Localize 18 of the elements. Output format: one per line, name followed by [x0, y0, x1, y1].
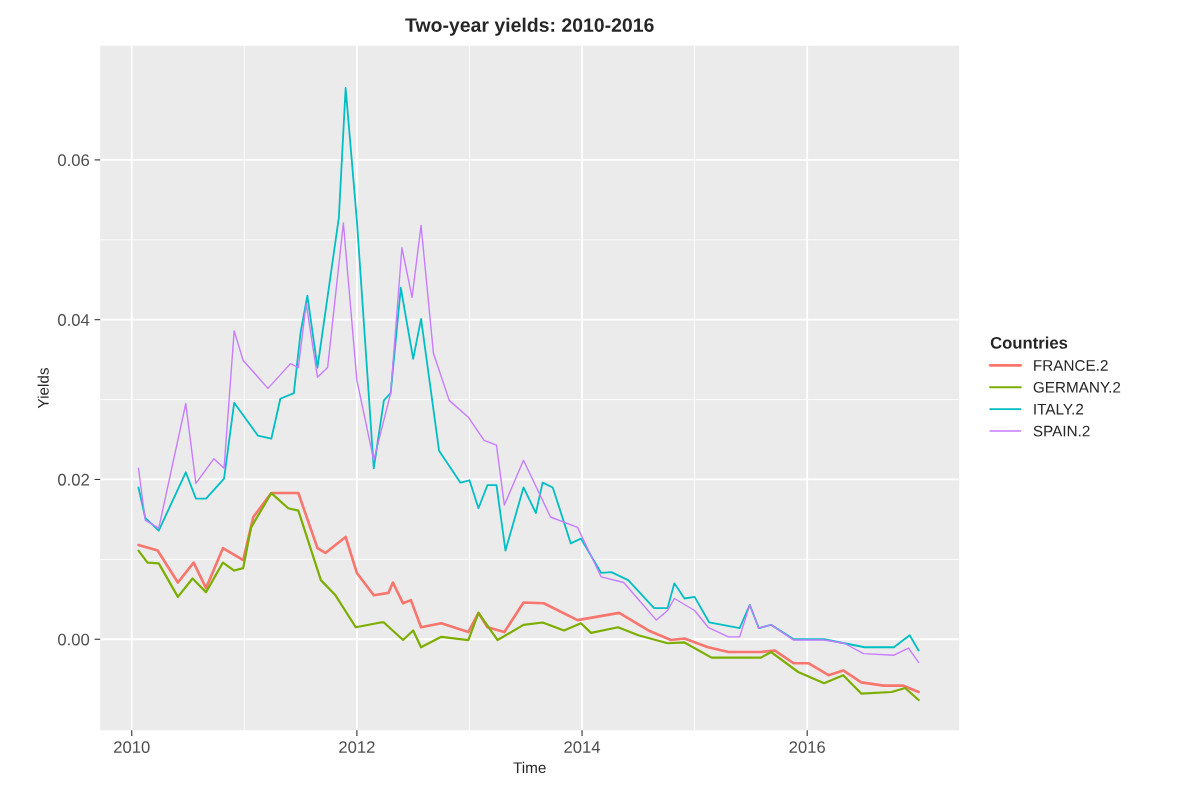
x-tick-label: 2012 [339, 741, 375, 753]
x-tick-label: 2014 [564, 741, 601, 753]
y-tick-label: 0.02 [58, 473, 89, 486]
y-tick-label: 0.06 [58, 154, 90, 167]
x-tick-label: 2010 [114, 741, 150, 753]
y-axis-title: Yields [37, 368, 49, 409]
legend-title: Countries [990, 336, 1068, 349]
y-tick-label: 0.00 [58, 633, 90, 646]
legend-label: FRANCE.2 [1034, 360, 1108, 371]
x-tick-label: 2016 [789, 741, 825, 753]
legend-label: SPAIN.2 [1033, 425, 1090, 437]
line-series [137, 87, 920, 652]
legend-label: GERMANY.2 [1033, 381, 1121, 393]
x-axis-title: Time [513, 761, 546, 774]
y-tick-label: 0.04 [58, 314, 90, 326]
line-series [137, 222, 920, 664]
legend-label: ITALY.2 [1034, 403, 1084, 415]
chart-title: Two-year yields: 2010-2016 [405, 17, 654, 36]
